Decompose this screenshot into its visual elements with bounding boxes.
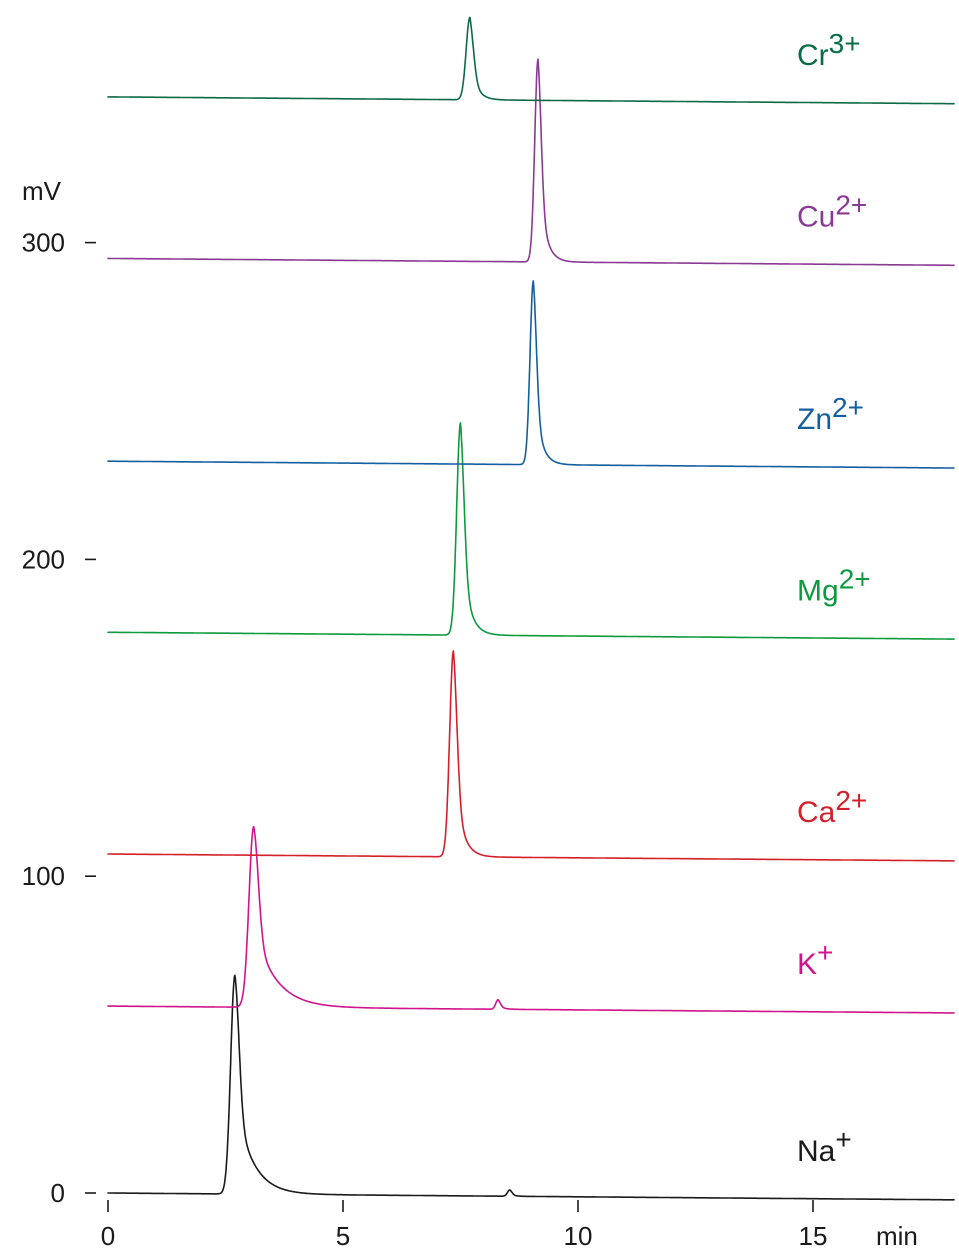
traces — [107, 16, 955, 1201]
x-tick-label: 0 — [101, 1221, 115, 1251]
y-tick-label: 200 — [22, 544, 65, 574]
series-label-cr: Cr3+ — [797, 28, 861, 72]
x-axis-unit-label: min — [876, 1221, 918, 1251]
series-label-charge: 2+ — [839, 563, 871, 594]
series-label-element: Cu — [797, 200, 835, 233]
series-label-element: Zn — [797, 403, 832, 436]
trace-cu — [107, 58, 955, 267]
trace-zn — [107, 280, 955, 469]
series-label-k: K+ — [797, 937, 833, 981]
series-label-na: Na+ — [797, 1124, 852, 1168]
trace-mg — [107, 422, 955, 640]
x-tick-label: 10 — [564, 1221, 593, 1251]
series-label-charge: 2+ — [835, 785, 867, 816]
series-label-charge: 2+ — [832, 392, 864, 423]
trace-cr — [107, 16, 955, 105]
x-tick-label: 5 — [336, 1221, 350, 1251]
y-tick-label: 0 — [51, 1178, 65, 1208]
trace-ca — [107, 650, 955, 862]
series-label-mg: Mg2+ — [797, 563, 871, 607]
y-axis-unit-label: mV — [22, 176, 62, 206]
series-label-cu: Cu2+ — [797, 189, 867, 233]
series-label-charge: + — [817, 937, 833, 968]
trace-k — [107, 825, 955, 1014]
series-label-element: Cr — [797, 39, 829, 72]
series-labels: Na+K+Ca2+Mg2+Zn2+Cu2+Cr3+ — [797, 28, 871, 1168]
series-label-zn: Zn2+ — [797, 392, 864, 436]
y-tick-label: 300 — [22, 228, 65, 258]
series-label-ca: Ca2+ — [797, 785, 867, 829]
x-tick-label: 15 — [799, 1221, 828, 1251]
series-label-element: Mg — [797, 574, 839, 607]
series-label-charge: 3+ — [829, 28, 861, 59]
series-label-element: K — [797, 948, 817, 981]
x-axis: min 0 5 10 15 — [101, 1200, 918, 1251]
trace-na — [107, 974, 955, 1201]
series-label-element: Ca — [797, 796, 836, 829]
y-axis: mV 0 100 200 300 — [22, 176, 96, 1208]
series-label-charge: 2+ — [835, 189, 867, 220]
y-tick-label: 100 — [22, 861, 65, 891]
series-label-charge: + — [835, 1124, 851, 1155]
series-label-element: Na — [797, 1135, 836, 1168]
